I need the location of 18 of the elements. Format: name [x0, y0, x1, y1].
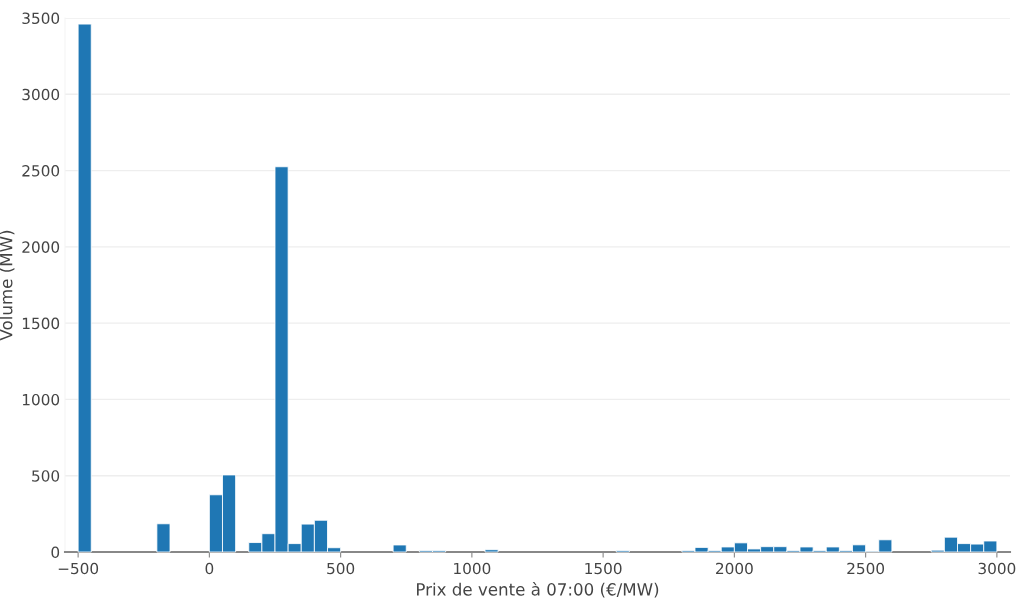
y-tick-label: 0 — [51, 546, 60, 559]
y-tick-label: 2500 — [22, 165, 60, 177]
y-tick-label: 3000 — [22, 88, 60, 101]
y-tick-label: 500 — [32, 470, 60, 482]
y-tick-label: 1000 — [22, 393, 60, 406]
x-tick-label: 3000 — [978, 562, 1016, 575]
x-tick-label: 500 — [327, 562, 355, 575]
x-axis-title: Prix de vente à 07:00 (€/MW) — [417, 582, 659, 598]
x-tick-label: 2500 — [847, 562, 885, 575]
y-tick-label: 3500 — [22, 12, 60, 25]
y-tick-label: 2000 — [22, 241, 60, 253]
x-tick-label: 0 — [205, 562, 214, 575]
x-tick-label: 2000 — [716, 562, 753, 575]
x-tick-label: −500 — [58, 562, 99, 575]
y-axis-title: Volume (MW) — [0, 230, 15, 341]
y-tick-label: 1500 — [22, 317, 60, 330]
x-tick-label: 1000 — [454, 562, 491, 575]
x-tick-label: 1500 — [585, 562, 622, 575]
